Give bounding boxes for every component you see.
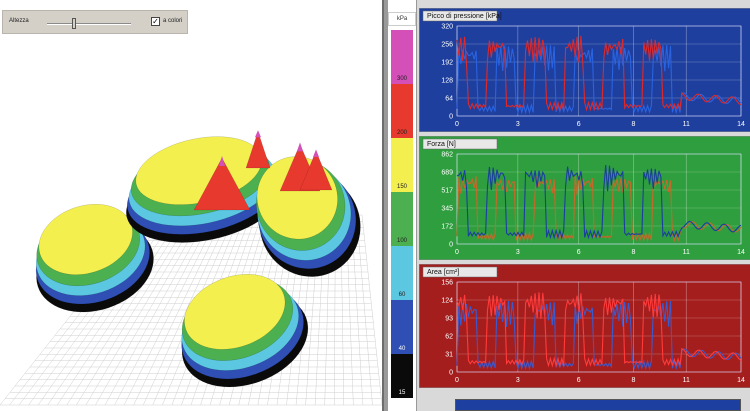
x-tick-label: 11 xyxy=(683,377,690,384)
y-tick-label: 0 xyxy=(449,242,453,249)
scale-band xyxy=(391,84,413,138)
height-slider-thumb[interactable] xyxy=(71,18,76,29)
y-tick-label: 124 xyxy=(441,298,453,305)
x-tick-label: 14 xyxy=(737,377,745,384)
x-tick-label: 8 xyxy=(632,377,636,384)
height-slider[interactable] xyxy=(47,23,131,25)
x-tick-label: 11 xyxy=(683,249,690,256)
y-tick-label: 128 xyxy=(441,78,453,85)
y-tick-label: 517 xyxy=(441,188,453,195)
scale-band-label: 60 xyxy=(398,292,406,298)
panel-splitter[interactable] xyxy=(384,0,388,411)
scale-band-label: 100 xyxy=(396,238,407,244)
scale-band xyxy=(391,30,413,84)
x-tick-label: 0 xyxy=(455,249,459,256)
x-tick-label: 14 xyxy=(737,121,745,128)
progress-bar xyxy=(455,399,741,411)
height-label: Altezza xyxy=(9,18,29,24)
chart-title: Forza [N] xyxy=(427,141,456,148)
x-tick-label: 3 xyxy=(516,121,520,128)
x-tick-label: 11 xyxy=(683,121,690,128)
view-toolbar: Altezza ✓ a colori xyxy=(2,10,188,34)
scale-band-label: 150 xyxy=(396,184,407,190)
y-tick-label: 320 xyxy=(441,24,453,31)
chart-series-line xyxy=(456,165,742,240)
pressure-chart[interactable]: Picco di pressione [kPa] 320 256 192 128 64 0 0… xyxy=(419,8,750,132)
y-tick-label: 172 xyxy=(441,224,453,231)
scale-band-label: 40 xyxy=(398,346,406,352)
y-tick-label: 345 xyxy=(441,206,453,213)
x-tick-label: 3 xyxy=(516,377,520,384)
y-tick-label: 192 xyxy=(441,60,453,67)
x-tick-label: 8 xyxy=(632,249,636,256)
y-tick-label: 156 xyxy=(441,280,453,287)
scale-band xyxy=(391,354,413,398)
charts-panel: Picco di pressione [kPa] 320 256 192 128 64 0 0… xyxy=(416,0,750,411)
scale-band xyxy=(391,300,413,354)
y-tick-label: 93 xyxy=(445,316,453,323)
chart-title: Picco di pressione [kPa] xyxy=(427,13,502,20)
x-tick-label: 0 xyxy=(455,121,459,128)
y-tick-label: 64 xyxy=(445,96,453,103)
x-tick-label: 6 xyxy=(577,121,581,128)
scale-band-label: 15 xyxy=(398,390,406,396)
x-tick-label: 8 xyxy=(632,121,636,128)
force-chart[interactable]: Forza [N] 862 689 517 345 172 0 0 3 6 8 11 14 xyxy=(419,136,750,260)
y-tick-label: 256 xyxy=(441,42,453,49)
y-tick-label: 0 xyxy=(449,370,453,377)
chart-series-line xyxy=(456,292,742,368)
scale-band-label: 200 xyxy=(396,130,407,136)
chart-series-line xyxy=(456,35,742,112)
y-tick-label: 689 xyxy=(441,170,453,177)
y-tick-label: 862 xyxy=(441,152,453,159)
x-tick-label: 6 xyxy=(577,249,581,256)
scale-unit-label: kPa xyxy=(388,12,416,26)
scale-band xyxy=(391,246,413,300)
color-scale-legend: kPa 300 200 150 100 60 40 15 xyxy=(388,0,416,411)
y-tick-label: 62 xyxy=(445,334,453,341)
foot-pressure-3d-plot[interactable] xyxy=(0,40,382,410)
area-chart[interactable]: Area [cm²] 156 124 93 62 31 0 0 3 6 8 11 14 xyxy=(419,264,750,388)
colors-checkbox-label: a colori xyxy=(163,18,183,24)
y-tick-label: 31 xyxy=(445,352,453,359)
pressure-peaks xyxy=(193,130,333,211)
colors-checkbox[interactable]: ✓ xyxy=(151,17,160,26)
foot-3d-view-panel: Altezza ✓ a colori xyxy=(0,0,384,411)
left-heel-surface xyxy=(35,204,154,313)
chart-title: Area [cm²] xyxy=(427,269,459,276)
scale-band-label: 300 xyxy=(396,76,407,82)
scale-band xyxy=(391,138,413,192)
x-tick-label: 3 xyxy=(516,249,520,256)
x-tick-label: 6 xyxy=(577,377,581,384)
right-heel-surface xyxy=(181,274,309,388)
y-tick-label: 0 xyxy=(449,114,453,121)
x-tick-label: 14 xyxy=(737,249,745,256)
scale-band xyxy=(391,192,413,246)
x-tick-label: 0 xyxy=(455,377,459,384)
